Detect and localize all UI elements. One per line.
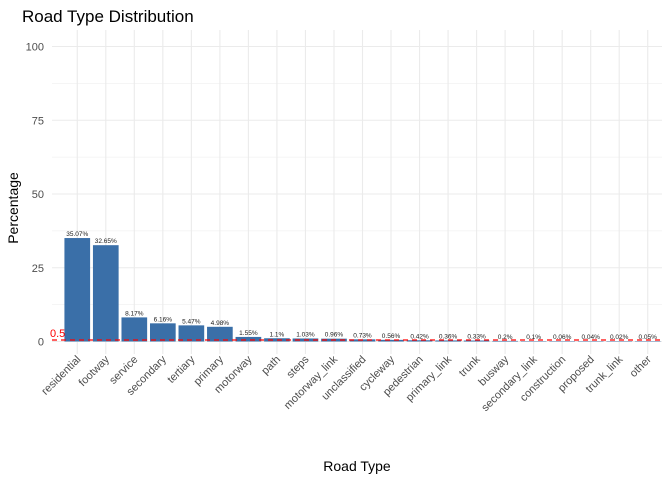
bar-data-label: 0.96% (325, 332, 344, 339)
reference-line-label: 0.5 (50, 328, 65, 340)
bar-primary_link (435, 340, 461, 342)
bar-path (264, 338, 290, 342)
y-tick-label: 75 (32, 115, 44, 127)
bar-trunk (463, 340, 490, 342)
y-tick-label: 0 (38, 337, 44, 349)
x-tick-label: path (259, 354, 283, 378)
bar-data-label: 0.06% (553, 334, 572, 341)
bar-data-label: 5.47% (182, 318, 201, 325)
bar-data-label: 0.05% (639, 334, 658, 341)
bar-data-label: 1.03% (296, 331, 315, 338)
bar-primary (207, 326, 233, 342)
x-axis-title: Road Type (323, 458, 391, 474)
y-axis-title: Percentage (5, 172, 21, 244)
bar-secondary (149, 323, 176, 342)
bar-footway (92, 245, 119, 342)
y-tick-label: 100 (26, 42, 44, 54)
x-tick-label: other (628, 353, 654, 379)
bar-data-label: 1.55% (239, 330, 258, 337)
chart-title: Road Type Distribution (22, 7, 194, 26)
bar-motorway (235, 336, 262, 342)
bar-data-label: 0.2% (498, 334, 513, 341)
grid-lines (52, 30, 662, 354)
bar-data-label: 0.73% (353, 332, 372, 339)
y-tick-label: 50 (32, 189, 44, 201)
bar-data-label: 4.98% (211, 320, 230, 327)
bar-data-label: 32.65% (95, 238, 117, 245)
bar-data-label: 8.17% (125, 310, 144, 317)
reference-line-group: 0.5 (50, 328, 662, 341)
x-tick-label: footway (77, 353, 113, 389)
y-tick-label: 25 (32, 263, 44, 275)
x-tick-label: trunk (457, 353, 483, 379)
bar-busway (492, 340, 518, 342)
bar-residential (64, 238, 91, 342)
bars-group: 35.07% 32.65% 8.17% 6.16% 5.47% 4.98% 1.55% 1.1… (64, 231, 661, 342)
bar-data-label: 0.56% (382, 333, 401, 340)
bar-data-label: 0.42% (410, 333, 429, 340)
bar-service (121, 317, 148, 342)
bar-data-label: 0.02% (610, 334, 629, 341)
bar-data-label: 35.07% (66, 231, 88, 238)
bar-pedestrian (406, 340, 433, 342)
bar-data-label: 0.33% (467, 334, 486, 341)
y-axis-ticks: 0 25 50 75 100 (26, 42, 44, 349)
bar-data-label: 0.36% (439, 333, 458, 340)
bar-cycleway (378, 339, 404, 342)
bar-data-label: 1.1% (270, 331, 285, 338)
x-tick-label: residential (39, 354, 83, 398)
bar-data-label: 0.04% (581, 334, 600, 341)
x-axis-ticks: residentialfootwayservicesecondarytertia… (39, 353, 654, 414)
bar-data-label: 6.16% (154, 316, 173, 323)
bar-tertiary (178, 325, 205, 342)
bar-data-label: 0.1% (526, 334, 541, 341)
